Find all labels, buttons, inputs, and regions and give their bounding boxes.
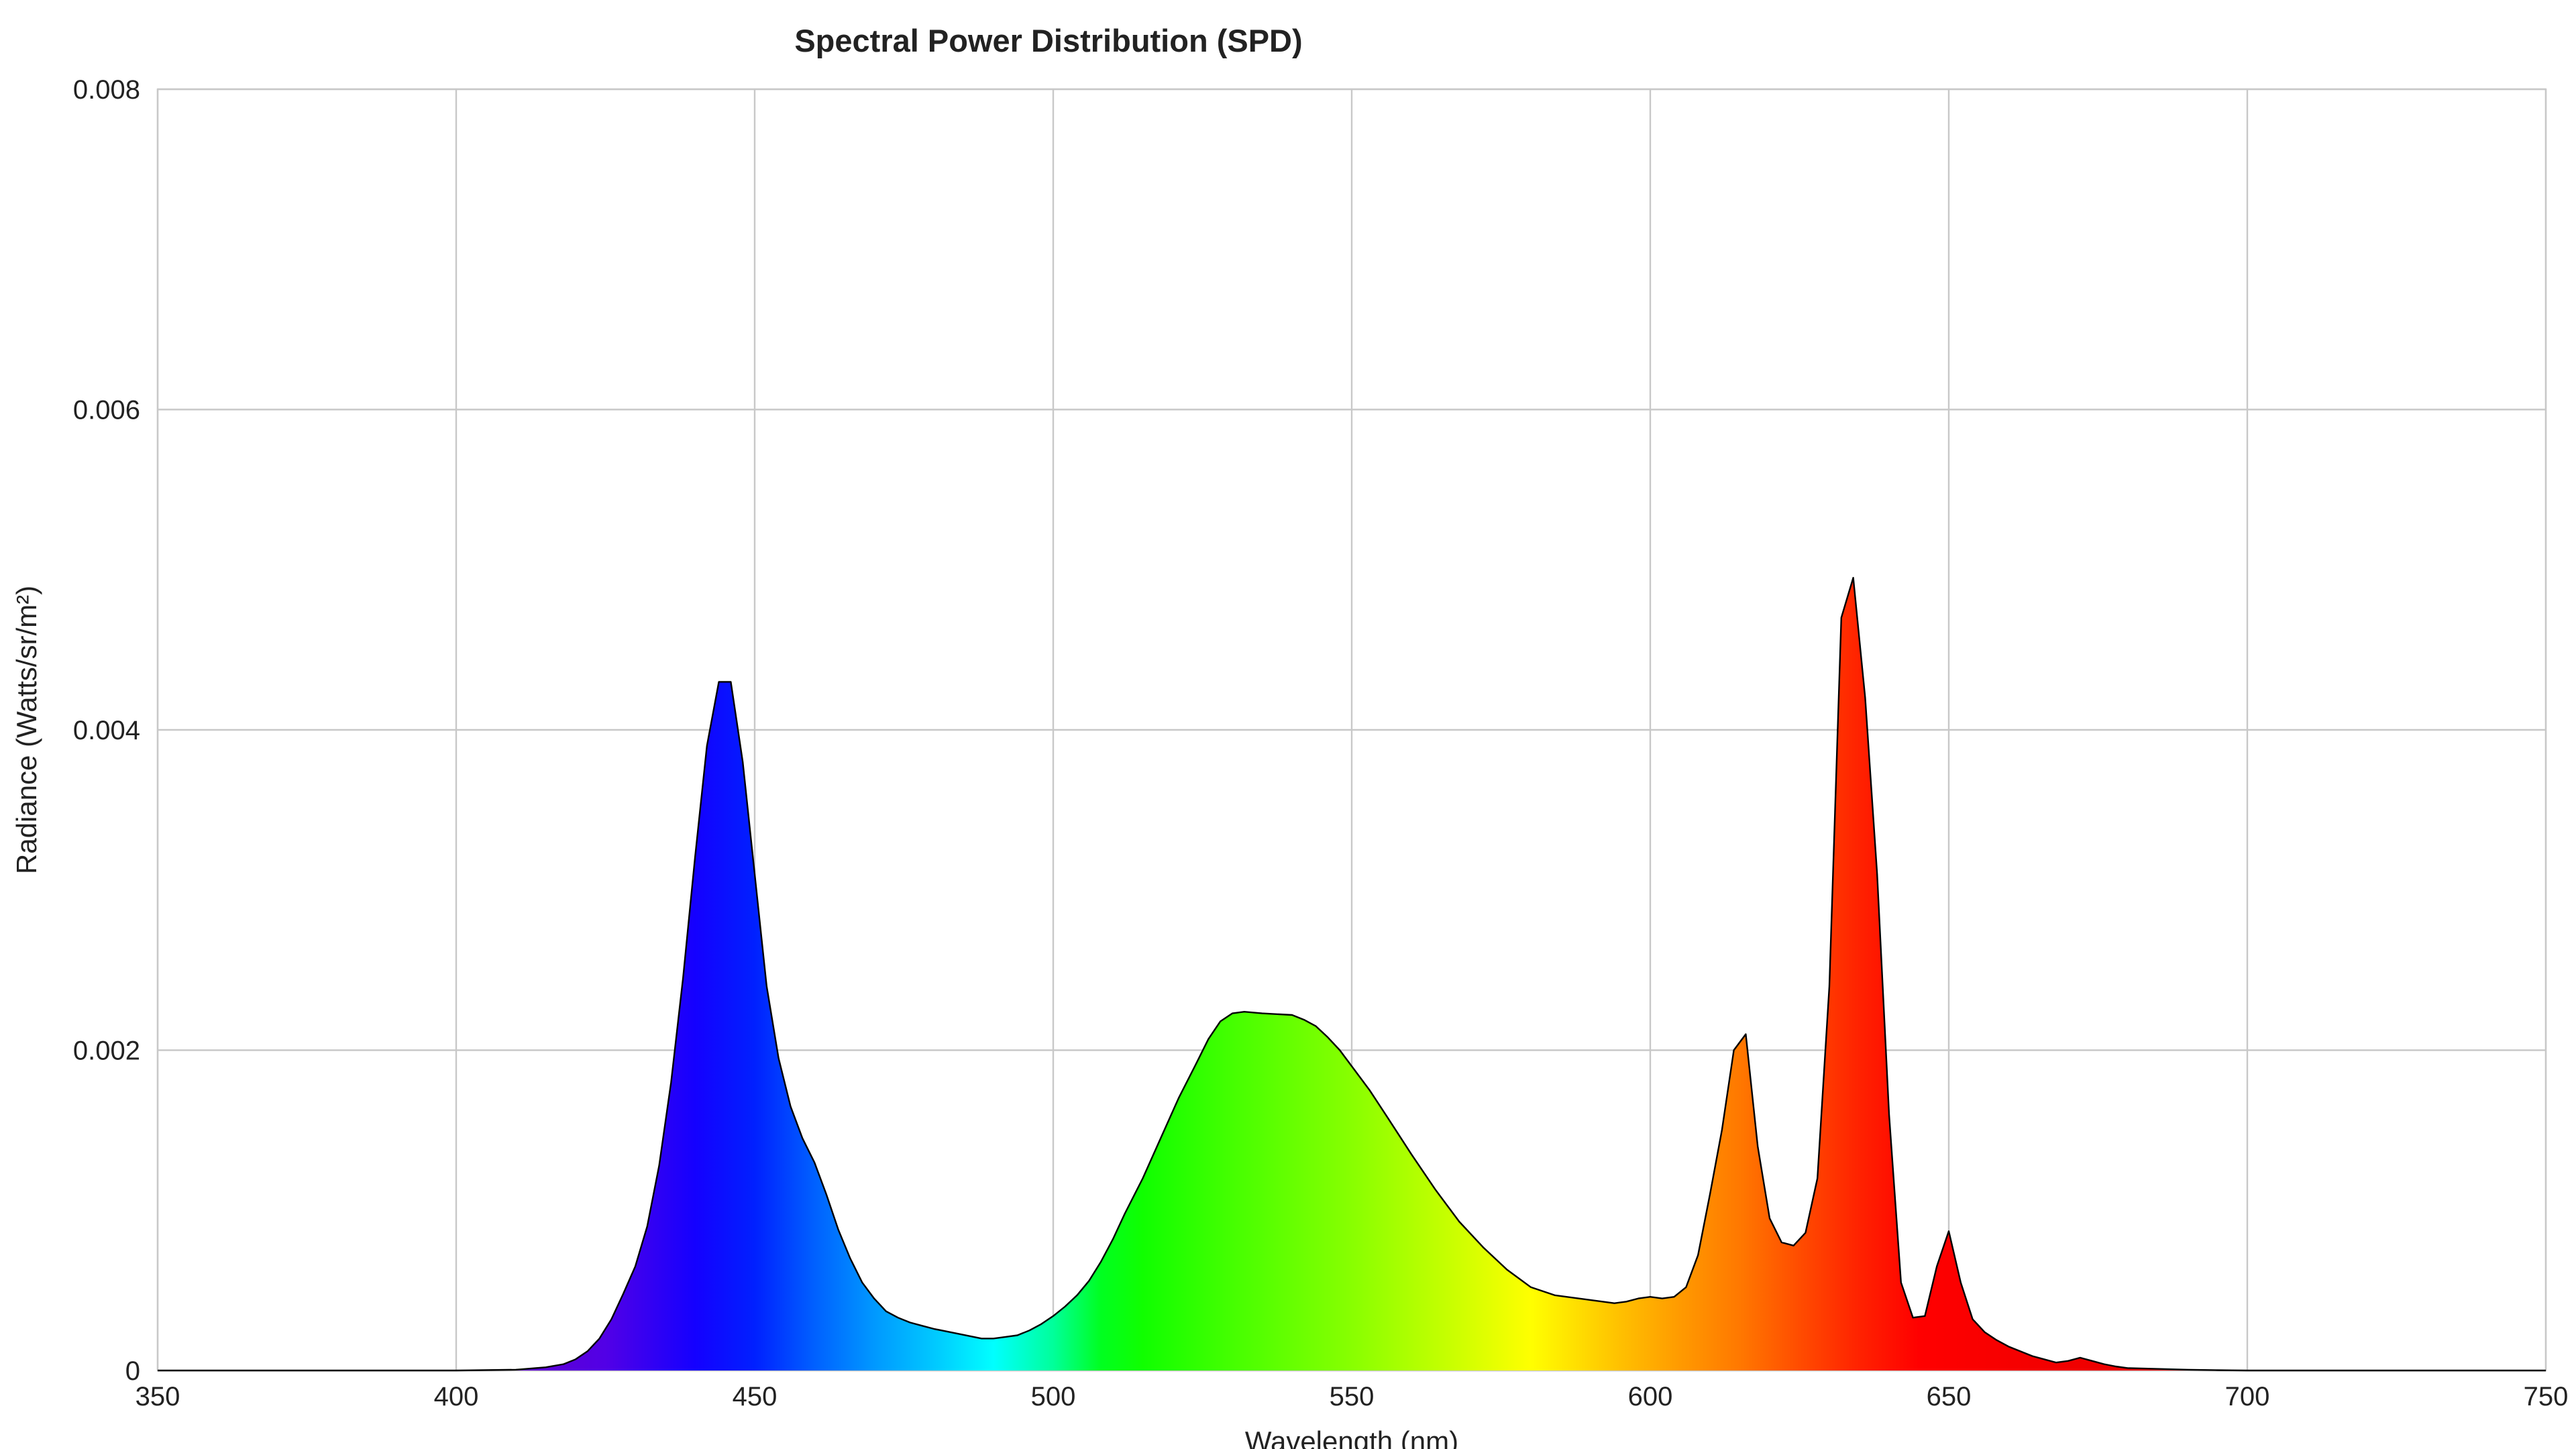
- x-tick-label: 700: [2225, 1382, 2270, 1411]
- y-tick-label: 0.004: [73, 716, 140, 745]
- y-axis-label: Radiance (Watts/sr/m²): [11, 586, 42, 874]
- y-tick-label: 0: [125, 1356, 140, 1386]
- x-tick-label: 500: [1031, 1382, 1076, 1411]
- spd-curve: [158, 577, 2546, 1372]
- x-tick-label: 600: [1628, 1382, 1673, 1411]
- y-tick-label: 0.002: [73, 1036, 140, 1066]
- y-tick-label: 0.006: [73, 396, 140, 425]
- x-tick-label: 450: [733, 1382, 777, 1411]
- x-tick-label: 750: [2524, 1382, 2569, 1411]
- x-tick-label: 400: [434, 1382, 479, 1411]
- x-tick-labels: 350 400 450 500 550 600 650 700 750: [136, 1382, 2569, 1411]
- spd-area-layer: [158, 577, 2546, 1372]
- x-tick-label: 350: [136, 1382, 180, 1411]
- y-tick-labels: 0 0.002 0.004 0.006 0.008: [73, 75, 140, 1386]
- x-tick-label: 650: [1927, 1382, 1972, 1411]
- x-axis-label: Wavelength (nm): [1245, 1426, 1458, 1449]
- spd-area-fill: [158, 578, 2546, 1371]
- x-tick-label: 550: [1330, 1382, 1375, 1411]
- y-tick-label: 0.008: [73, 75, 140, 105]
- chart-title: Spectral Power Distribution (SPD): [794, 23, 1302, 58]
